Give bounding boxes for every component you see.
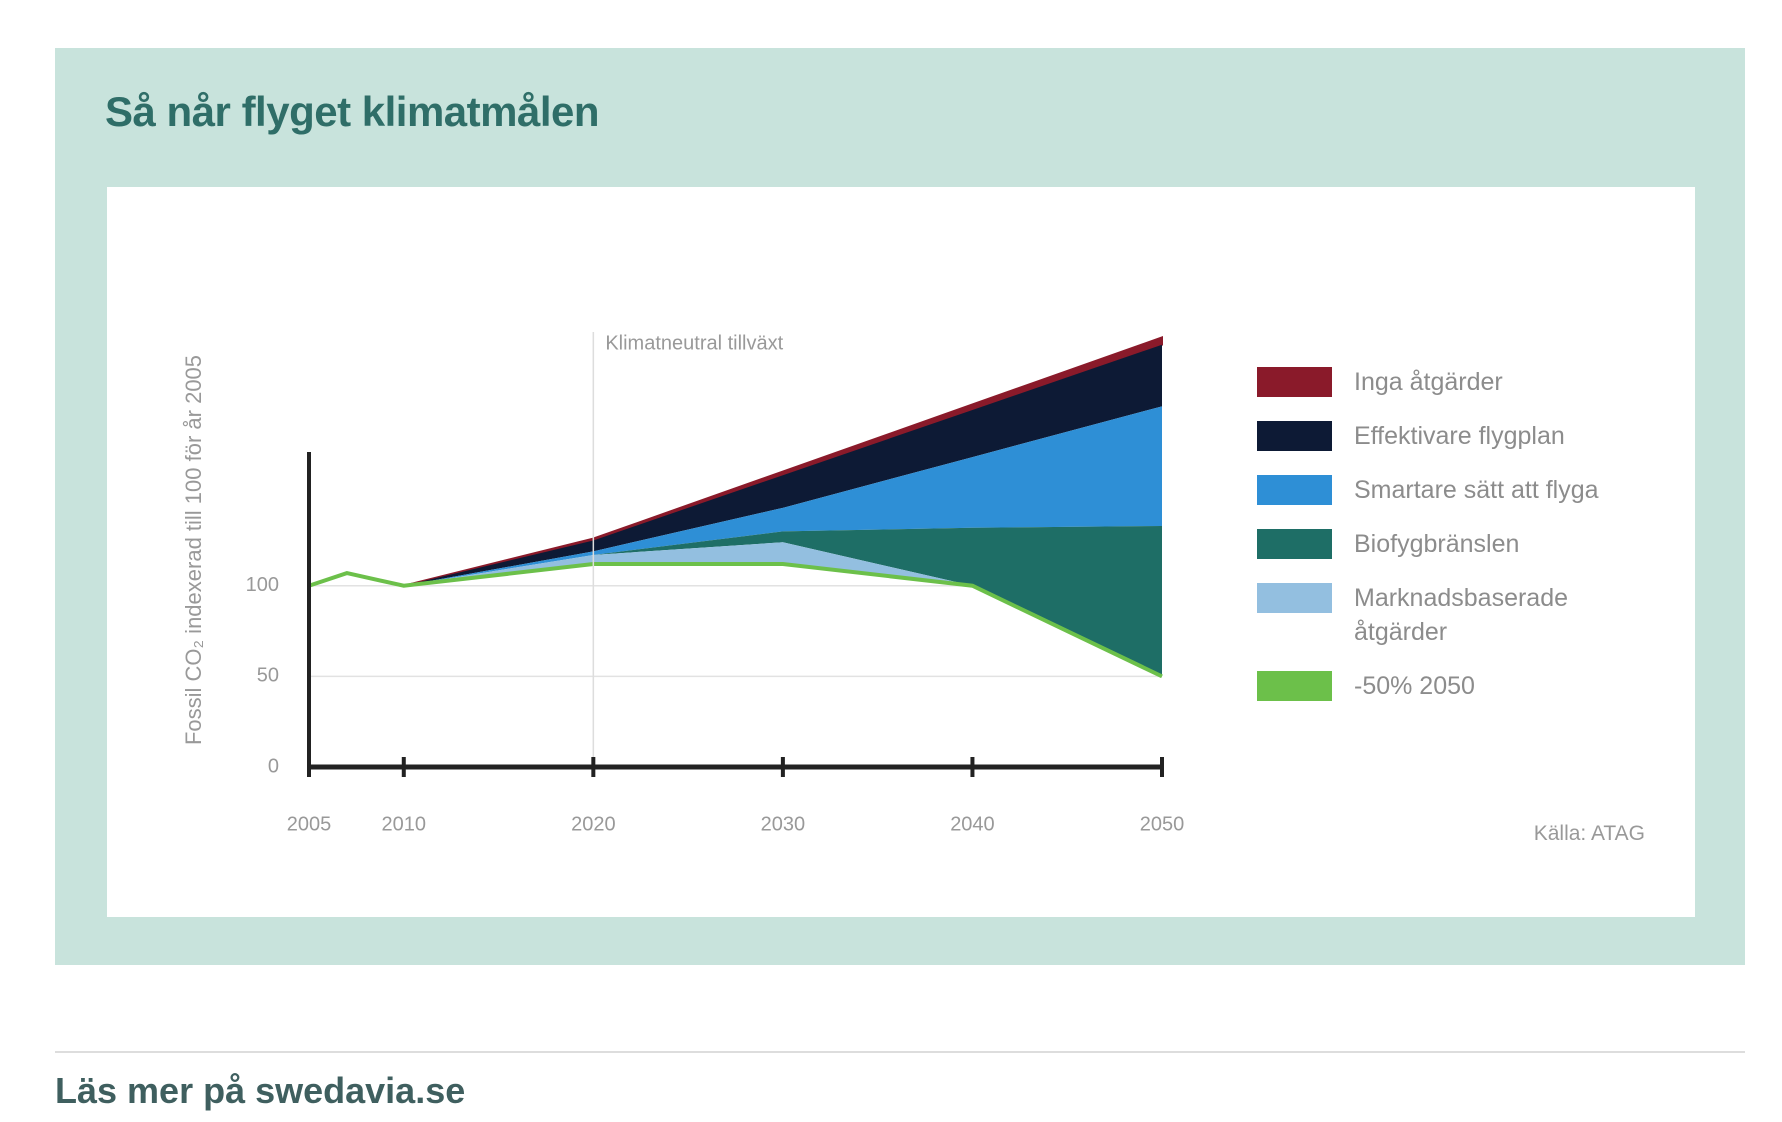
legend-item: Effektivare flygplan: [1257, 421, 1697, 453]
footer-link[interactable]: Läs mer på swedavia.se: [55, 1070, 466, 1111]
x-tick-label: 2040: [950, 813, 995, 835]
x-tick-label: 2005: [287, 813, 332, 835]
x-tick-label: 2020: [571, 813, 616, 835]
legend-swatch: [1257, 671, 1332, 701]
source: Källa: ATAG: [1533, 822, 1645, 845]
x-tick-label: 2010: [382, 813, 427, 835]
y-tick-label: 50: [257, 665, 279, 687]
legend-label: Effektivare flygplan: [1354, 422, 1565, 450]
legend-label: Marknadsbaserade åtgärder: [1354, 584, 1569, 646]
area-band: [309, 406, 1162, 586]
x-tick-label: 2050: [1140, 813, 1185, 835]
annotation-text: Klimatneutral tillväxt: [605, 332, 783, 354]
legend-swatch: [1257, 421, 1332, 451]
legend-item: Inga åtgärder: [1257, 367, 1697, 399]
area-band: [309, 525, 1162, 677]
x-tick-label: 2030: [761, 813, 806, 835]
legend-swatch: [1257, 475, 1332, 505]
legend-swatch: [1257, 367, 1332, 397]
legend-item: Smartare sätt att flyga: [1257, 475, 1697, 507]
chart-panel: 0 50 100 Klimatneutral tillväxt 2005 2010 2020…: [107, 187, 1695, 917]
legend: Inga åtgärder Effektivare flygplan Smartar…: [1257, 367, 1697, 725]
y-tick-label: 0: [268, 755, 279, 777]
legend-item: Marknadsbaserade åtgärder: [1257, 583, 1697, 649]
chart-card: Så når flyget klimatmålen 0 50 100 Klimatne…: [55, 48, 1745, 965]
legend-item: Biofygbränslen: [1257, 529, 1697, 561]
chart: 0 50 100 Klimatneutral tillväxt 2005 2010 2020…: [181, 332, 1185, 835]
chart-title: Så når flyget klimatmålen: [105, 88, 600, 135]
legend-label: Biofygbränslen: [1354, 530, 1520, 558]
legend-swatch: [1257, 529, 1332, 559]
y-axis-label: Fossil CO₂ indexerad till 100 för år 200…: [181, 355, 206, 745]
divider: [55, 1051, 1745, 1053]
legend-label: Smartare sätt att flyga: [1354, 476, 1599, 504]
legend-item: -50% 2050: [1257, 671, 1697, 703]
legend-label: Inga åtgärder: [1354, 368, 1503, 396]
y-tick-label: 100: [246, 574, 279, 596]
legend-swatch: [1257, 583, 1332, 613]
legend-label: -50% 2050: [1354, 672, 1475, 700]
